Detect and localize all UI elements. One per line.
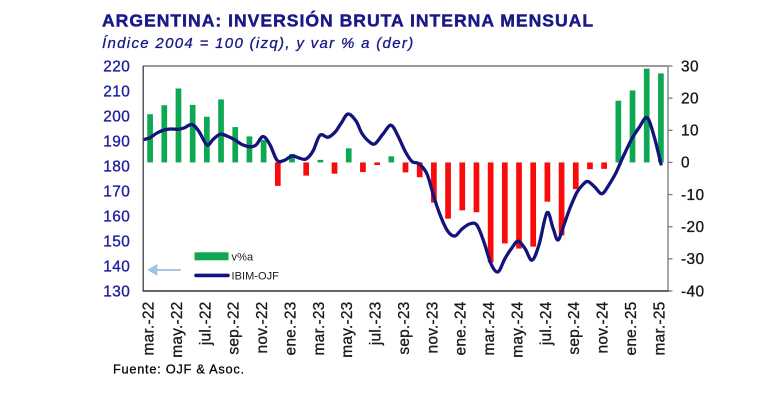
svg-text:0: 0	[681, 155, 690, 172]
svg-text:30: 30	[681, 58, 699, 75]
svg-text:150: 150	[103, 233, 130, 250]
svg-text:jul.-23: jul.-23	[368, 302, 385, 347]
svg-text:180: 180	[103, 158, 130, 175]
svg-text:mar.-22: mar.-22	[140, 302, 157, 356]
svg-text:nov.-24: nov.-24	[595, 301, 612, 353]
svg-text:may.-23: may.-23	[339, 302, 356, 358]
svg-text:ene.-24: ene.-24	[453, 301, 470, 355]
svg-text:jul.-24: jul.-24	[538, 301, 555, 346]
svg-text:20: 20	[681, 90, 699, 107]
svg-text:ene.-25: ene.-25	[623, 302, 640, 356]
svg-text:200: 200	[103, 108, 130, 125]
svg-text:nov.-22: nov.-22	[254, 302, 271, 354]
svg-text:-30: -30	[681, 251, 704, 268]
svg-text:130: 130	[103, 283, 130, 300]
svg-text:220: 220	[103, 58, 130, 75]
svg-text:mar.-24: mar.-24	[481, 301, 498, 355]
svg-text:-10: -10	[681, 187, 704, 204]
svg-text:may.-24: may.-24	[509, 301, 526, 357]
svg-text:Índice 2004 = 100 (izq), y var: Índice 2004 = 100 (izq), y var % a (der)	[102, 35, 415, 52]
svg-text:160: 160	[103, 208, 130, 225]
svg-text:140: 140	[103, 258, 130, 275]
svg-text:190: 190	[103, 133, 130, 150]
svg-text:170: 170	[103, 183, 130, 200]
svg-text:nov.-23: nov.-23	[424, 302, 441, 354]
svg-text:10: 10	[681, 123, 699, 140]
svg-text:ene.-23: ene.-23	[282, 302, 299, 356]
svg-text:mar.-25: mar.-25	[651, 302, 668, 356]
svg-text:-40: -40	[681, 283, 704, 300]
svg-text:210: 210	[103, 83, 130, 100]
svg-text:ARGENTINA: INVERSIÓN BRUTA INT: ARGENTINA: INVERSIÓN BRUTA INTERNA MENSU…	[102, 10, 594, 31]
svg-text:sep.-24: sep.-24	[566, 301, 583, 354]
svg-text:IBIM-OJF: IBIM-OJF	[232, 271, 280, 283]
svg-text:-20: -20	[681, 219, 704, 236]
svg-text:v%a: v%a	[232, 252, 254, 264]
svg-text:sep.-22: sep.-22	[226, 302, 243, 355]
svg-text:Fuente: OJF & Asoc.: Fuente: OJF & Asoc.	[113, 362, 245, 377]
svg-text:sep.-23: sep.-23	[396, 302, 413, 355]
svg-text:mar.-23: mar.-23	[311, 302, 328, 356]
svg-text:jul.-22: jul.-22	[197, 302, 214, 347]
svg-text:may.-22: may.-22	[169, 302, 186, 358]
